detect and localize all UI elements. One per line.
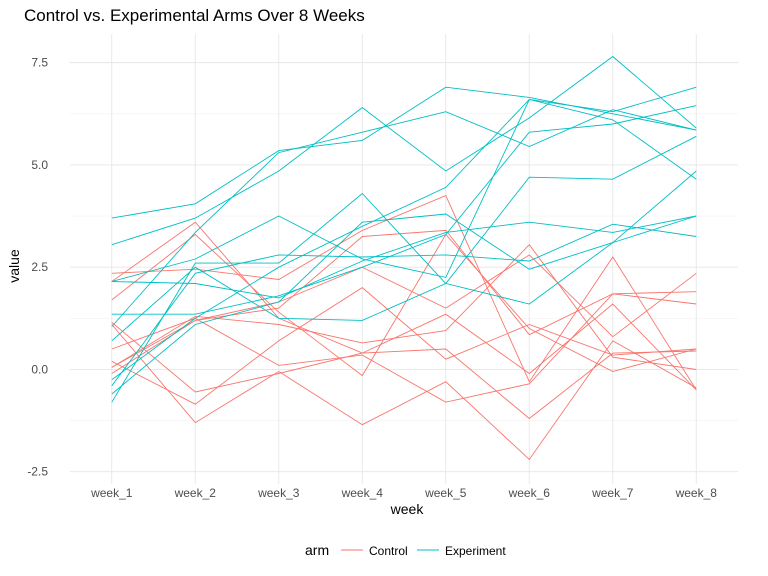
x-axis-tick-labels: week_1 week_2 week_3 week_4 week_5 week_6 week… [90,486,717,500]
legend: arm Control Experiment [305,542,506,558]
series-line-control [111,244,697,370]
major-gridlines [70,34,738,484]
series-line-experiment [111,55,697,246]
series-line-experiment [111,135,697,403]
x-tick-label: week_2 [174,486,217,500]
x-tick-label: week_3 [257,486,300,500]
series-line-control [111,229,697,368]
x-tick-label: week_7 [591,486,634,500]
series-line-experiment [111,86,697,282]
x-tick-label: week_4 [341,486,384,500]
y-tick-label: 7.5 [31,56,48,70]
series-line-experiment [111,215,697,342]
x-tick-label: week_8 [675,486,718,500]
series-line-control [111,287,697,405]
y-tick-label: 5.0 [31,158,48,172]
y-axis-tick-labels: -2.5 0.0 2.5 5.0 7.5 [27,56,48,479]
y-axis-title: value [6,249,22,283]
chart-title: Control vs. Experimental Arms Over 8 Wee… [24,6,365,25]
series-line-control [111,195,697,391]
y-tick-label: 0.0 [31,362,48,376]
series-lines [111,55,697,461]
y-tick-label: 2.5 [31,260,48,274]
y-tick-label: -2.5 [27,465,48,479]
x-tick-label: week_5 [424,486,467,500]
x-tick-label: week_1 [90,486,133,500]
series-line-control [111,324,697,461]
series-line-experiment [111,99,697,381]
legend-title: arm [305,542,329,558]
series-line-control [111,303,697,393]
series-line-experiment [111,86,697,219]
series-line-experiment [111,223,697,387]
series-line-control [111,233,697,377]
series-line-experiment [111,109,697,327]
x-axis-title: week [390,501,425,517]
series-line-control [111,291,697,403]
x-tick-label: week_6 [508,486,551,500]
series-line-experiment [111,170,697,395]
legend-label-control: Control [369,544,408,558]
series-line-experiment [111,105,697,315]
legend-label-experiment: Experiment [445,544,506,558]
